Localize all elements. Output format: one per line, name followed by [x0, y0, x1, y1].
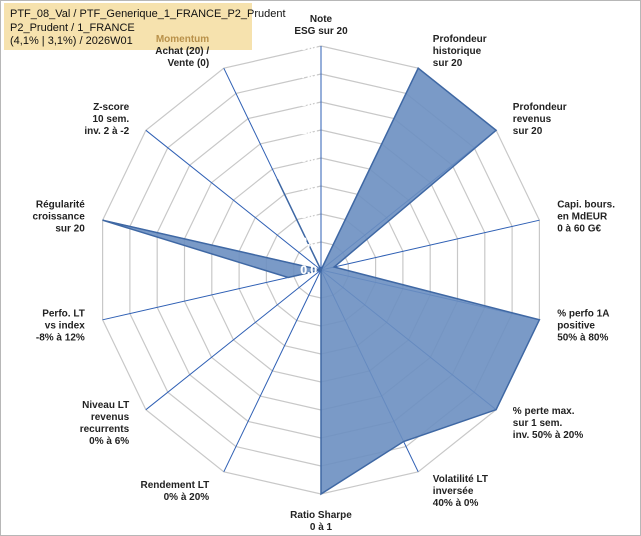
spoke-10 [102, 269, 322, 321]
axis-label-line: -8% à 12% [36, 332, 85, 343]
axis-label-13: Momentum Achat (20) / Vente (0) [155, 34, 209, 69]
spoke-3 [320, 219, 540, 271]
axis-label-1: Profondeur historique sur 20 [433, 34, 487, 69]
axis-label-line: % perte max. [513, 406, 575, 417]
axis-label-8: Rendement LT 0% à 20% [140, 480, 209, 503]
title-line-2: P2_Prudent / 1_FRANCE [10, 21, 135, 34]
tick-label-5: 12,5 [294, 123, 318, 137]
tick-label-8: 20,0 [294, 39, 318, 53]
axis-label-6: Volatilité LT inversée 40% à 0% [433, 474, 488, 509]
tick-label-3: 7,5 [300, 179, 317, 193]
axis-label-3: Capi. bours. en MdEUR 0 à 60 G€ [557, 200, 615, 235]
axis-label-9: Niveau LT revenus recurrents 0% à 6% [80, 400, 130, 447]
axis-label-line: en MdEUR [557, 212, 608, 223]
axis-label-line: Profondeur [513, 102, 567, 113]
axis-label-line: historique [433, 46, 482, 57]
axis-label-line: Volatilité LT [433, 474, 488, 485]
tick-label-2: 5,0 [300, 207, 317, 221]
spoke-12 [145, 129, 322, 271]
series-area [102, 67, 541, 496]
axis-label-line: sur 20 [55, 224, 85, 235]
axis-label-line: Momentum [156, 34, 209, 45]
axis-label-line: vs index [45, 320, 85, 331]
tick-label-0: 0,0 [300, 263, 317, 277]
axis-label-line: Ratio Sharpe [290, 510, 352, 521]
axis-label-10: Perfo. LT vs index -8% à 12% [36, 308, 85, 343]
tick-label-1: 2,5 [300, 235, 317, 249]
axis-label-7: Ratio Sharpe 0 à 1 [290, 510, 352, 533]
axis-label-line: Rendement LT [140, 480, 209, 491]
axis-label-0: Note ESG sur 20 [294, 14, 348, 37]
axis-label-line: inv. 50% à 20% [513, 430, 584, 441]
title-line-3: (4,1% | 3,1%) / 2026W01 [10, 35, 133, 47]
axis-label-line: inv. 2 à -2 [84, 126, 129, 137]
axis-label-line: croissance [33, 212, 86, 223]
axis-label-line: % perfo 1A [557, 308, 609, 319]
axis-label-line: 0 à 1 [310, 522, 333, 533]
axis-label-line: 0 à 60 G€ [557, 224, 601, 235]
axis-label-line: Achat (20) / [155, 46, 209, 57]
title-line-1: PTF_08_Val / PTF_Generique_1_FRANCE_P2_P… [10, 8, 286, 20]
axis-label-line: sur 1 sem. [513, 418, 563, 429]
axis-label-line: inversée [433, 486, 474, 497]
axis-label-line: revenus [513, 114, 552, 125]
axis-label-11: Régularité croissance sur 20 [33, 200, 86, 235]
axis-label-line: Vente (0) [168, 58, 210, 69]
axis-label-line: recurrents [80, 424, 130, 435]
tick-label-7: 17,5 [294, 67, 318, 81]
axis-label-5: % perte max. sur 1 sem. inv. 50% à 20% [513, 406, 584, 441]
axis-label-line: Perfo. LT [42, 308, 85, 319]
axis-label-line: 10 sem. [92, 114, 129, 125]
axis-label-2: Profondeur revenus sur 20 [513, 102, 567, 137]
axis-label-line: sur 20 [513, 126, 543, 137]
axis-label-line: revenus [91, 412, 130, 423]
chart-title-box: PTF_08_Val / PTF_Generique_1_FRANCE_P2_P… [4, 3, 286, 50]
tick-label-4: 10,0 [294, 151, 318, 165]
axis-label-line: Régularité [36, 200, 85, 211]
spoke-8 [223, 269, 322, 473]
axis-label-line: Note [310, 14, 333, 25]
axis-label-line: Capi. bours. [557, 200, 615, 211]
axis-label-line: Niveau LT [82, 400, 129, 411]
axis-label-line: 0% à 6% [89, 436, 129, 447]
radar-tick-labels: 0,0 2,5 5,0 7,5 10,0 12,5 15,0 17,5 20,0 [293, 39, 318, 277]
axis-label-line: sur 20 [433, 58, 463, 69]
spoke-9 [145, 269, 322, 411]
radar-series [102, 67, 541, 496]
axis-label-12: Z-score 10 sem. inv. 2 à -2 [84, 102, 129, 137]
axis-label-line: 0% à 20% [164, 492, 210, 503]
axis-label-line: ESG sur 20 [294, 26, 348, 37]
axis-label-4: % perfo 1A positive 50% à 80% [557, 308, 609, 343]
axis-label-line: 40% à 0% [433, 498, 479, 509]
axis-label-line: Profondeur [433, 34, 487, 45]
axis-label-line: 50% à 80% [557, 332, 608, 343]
axis-label-line: Z-score [93, 102, 130, 113]
tick-label-6: 15,0 [294, 95, 318, 109]
axis-label-line: positive [557, 320, 595, 331]
